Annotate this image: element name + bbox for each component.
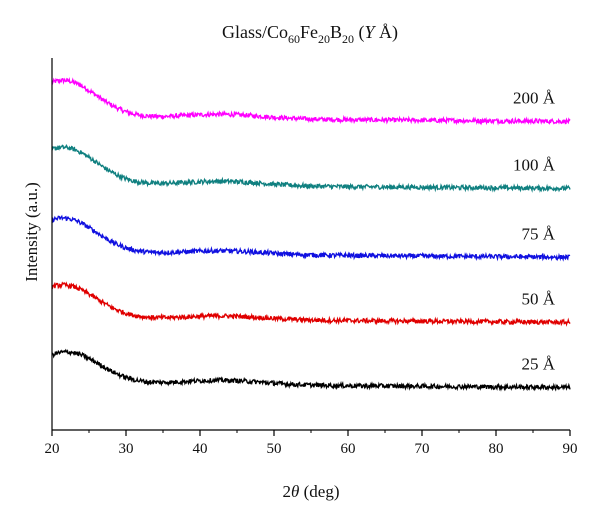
series-label-5: 25 Å <box>521 355 555 374</box>
series-line-5 <box>51 348 571 392</box>
x-tick-label-80: 80 <box>489 441 504 457</box>
x-tick-label-50: 50 <box>267 441 282 457</box>
x-axis-label: 2θ (deg) <box>283 482 340 501</box>
ticks-layer: 20 30 40 50 60 70 80 90 <box>45 430 578 457</box>
series-label-4: 50 Å <box>521 289 555 308</box>
chart-title: Glass/Co60Fe20B20 (Y Å) <box>222 22 398 46</box>
x-tick-label-20: 20 <box>45 441 60 457</box>
series-layer <box>51 76 571 392</box>
series-labels: 200 Å 100 Å 75 Å 50 Å 25 Å <box>513 89 556 374</box>
x-tick-label-60: 60 <box>341 441 356 457</box>
series-label-1: 200 Å <box>513 89 556 108</box>
x-tick-label-40: 40 <box>193 441 208 457</box>
x-tick-label-90: 90 <box>563 441 578 457</box>
x-tick-label-70: 70 <box>415 441 430 457</box>
series-line-1 <box>51 76 571 126</box>
series-line-3 <box>51 214 571 262</box>
series-label-3: 75 Å <box>521 224 555 243</box>
y-axis-label: Intensity (a.u.) <box>22 182 41 282</box>
series-line-2 <box>51 144 571 193</box>
series-line-4 <box>51 281 571 327</box>
series-label-2: 100 Å <box>513 155 556 174</box>
x-tick-label-30: 30 <box>119 441 134 457</box>
